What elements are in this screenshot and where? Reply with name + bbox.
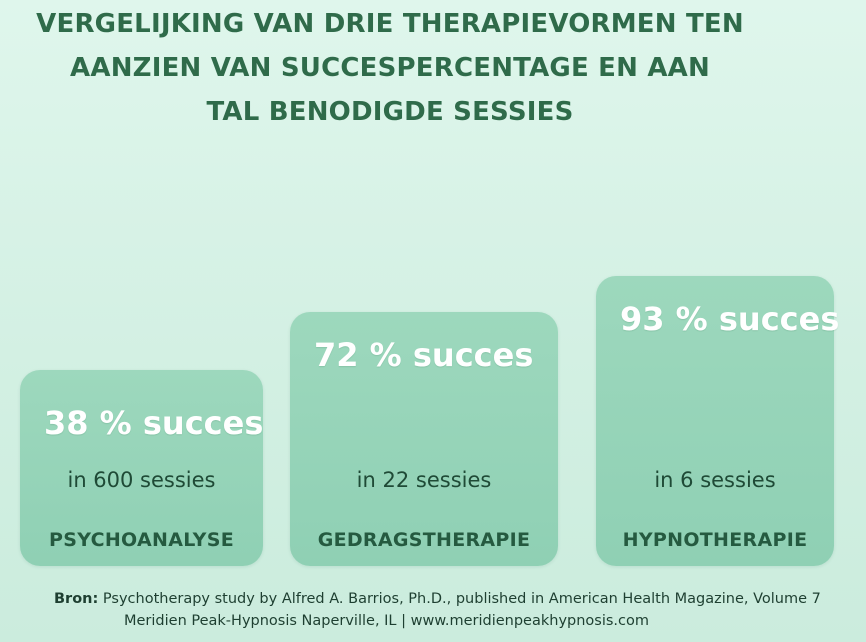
source-text: Psychotherapy study by Alfred A. Barrios… bbox=[102, 591, 821, 607]
category-label-psychoanalyse: PSYCHOANALYSE bbox=[49, 529, 234, 551]
value-label-gedragstherapie: 72 % succes bbox=[314, 336, 534, 374]
bar-psychoanalyse: 38 % succes in 600 sessies PSYCHOANALYSE bbox=[20, 370, 263, 566]
bar-gedragstherapie: 72 % succes in 22 sessies GEDRAGSTHERAPI… bbox=[290, 312, 558, 566]
category-label-gedragstherapie: GEDRAGSTHERAPIE bbox=[317, 529, 531, 551]
chart-title-line-2: AANZIEN VAN SUCCESPERCENTAGE EN AAN bbox=[70, 53, 710, 83]
source-label: Bron: bbox=[54, 591, 99, 607]
source-line-1: Bron: Psychotherapy study by Alfred A. B… bbox=[54, 588, 862, 610]
value-label-hypnotherapie: 93 % succes bbox=[620, 300, 840, 338]
bar-hypnotherapie: 93 % succes in 6 sessies HYPNOTHERAPIE bbox=[596, 276, 840, 566]
source-note: Bron: Psychotherapy study by Alfred A. B… bbox=[54, 588, 862, 632]
value-label-psychoanalyse: 38 % succes bbox=[44, 404, 264, 442]
chart-title-line-3: TAL BENODIGDE SESSIES bbox=[206, 97, 574, 127]
chart-title: VERGELIJKING VAN DRIE THERAPIEVORMEN TEN… bbox=[0, 2, 780, 134]
chart-title-line-1: VERGELIJKING VAN DRIE THERAPIEVORMEN TEN bbox=[36, 9, 744, 39]
source-line-2: Meridien Peak-Hypnosis Naperville, IL | … bbox=[124, 613, 650, 629]
sessions-label-gedragstherapie: in 22 sessies bbox=[356, 468, 492, 492]
category-label-hypnotherapie: HYPNOTHERAPIE bbox=[622, 529, 808, 551]
sessions-label-hypnotherapie: in 6 sessies bbox=[654, 468, 776, 492]
sessions-label-psychoanalyse: in 600 sessies bbox=[67, 468, 216, 492]
